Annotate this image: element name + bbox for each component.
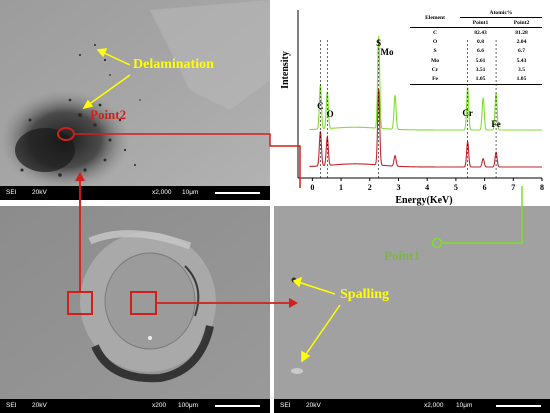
x-axis-label: Energy(KeV) — [395, 195, 452, 206]
magnification-label: x2,000 — [424, 402, 444, 409]
x-tick-label: 5 — [454, 183, 458, 192]
spectrum-line-point2 — [309, 89, 542, 168]
table-cell-p2: 2.04 — [516, 39, 527, 46]
table-cell-el: S — [433, 48, 437, 55]
scale-label: 10μm — [182, 189, 199, 196]
table-cell-el: Fe — [410, 74, 461, 85]
table-row: Fe 1.05 1.05 — [410, 74, 542, 85]
magnification-label: x200 — [152, 402, 167, 409]
table-cell-el: Cr — [431, 66, 439, 73]
table-cell-p2: 5.43 — [516, 57, 527, 64]
table-row: Mo 5.61 5.43 — [410, 56, 542, 65]
table-header-element: Element — [410, 8, 461, 29]
sem-image-spalling — [274, 206, 550, 413]
sem-panel-bottom-right: SEI 20kV x2,000 10μm — [274, 206, 550, 413]
scale-bar — [215, 405, 260, 407]
peak-label: Fe — [491, 119, 501, 129]
spalling-label: Spalling — [340, 287, 390, 302]
x-tick-label: 3 — [396, 183, 400, 192]
table-header-point2: Point2 — [501, 17, 542, 29]
scale-label: 100μm — [178, 402, 199, 409]
sem-panel-bottom-left: SEI 20kV x200 100μm — [0, 206, 270, 413]
table-cell-p2: 81.28 — [515, 29, 528, 36]
magnification-label: x2,000 — [152, 189, 172, 196]
peak-label: Cr — [462, 108, 473, 118]
peak-label: O — [327, 109, 334, 119]
detector-label: SEI — [280, 402, 291, 409]
table-cell-p1: 1.05 — [460, 74, 502, 85]
voltage-label: 20kV — [32, 189, 47, 196]
x-tick-label: 8 — [540, 183, 544, 192]
peak-label: S — [376, 38, 381, 48]
table-cell-p2: 6.7 — [518, 48, 525, 55]
detector-label: SEI — [6, 189, 17, 196]
voltage-label: 20kV — [32, 402, 47, 409]
peak-label: Mo — [380, 47, 393, 57]
peak-label: C — [317, 101, 324, 111]
sem-image-wear-track — [0, 206, 270, 413]
x-tick-label: 6 — [483, 183, 487, 192]
scale-label: 10μm — [456, 402, 473, 409]
x-tick-label: 1 — [339, 183, 343, 192]
table-row: C 82.43 81.28 — [410, 28, 542, 38]
sem-info-bar: SEI 20kV x2,000 10μm — [0, 186, 270, 200]
table-cell-p1: 5.61 — [475, 57, 486, 64]
table-cell-el: Mo — [430, 57, 440, 64]
table-cell-p2: 1.05 — [501, 74, 542, 85]
table-cell-el: C — [433, 29, 438, 36]
table-row: O 0.8 2.04 — [410, 38, 542, 47]
table-row: Cr 3.51 3.5 — [410, 65, 542, 74]
table-cell-p1: 6.6 — [477, 48, 485, 55]
spectrum-line-point1 — [309, 36, 542, 131]
sem-info-bar: SEI 20kV x2,000 10μm — [274, 399, 550, 413]
eds-spectrum-panel: Intensity Energy(KeV) 0 1 2 3 4 5 6 7 8 C O S Mo Cr Fe… — [274, 0, 550, 206]
atomic-percent-table: Element Atomic% Point1 Point2 C 82.43 81.2… — [410, 8, 542, 85]
table-cell-p1: 0.8 — [477, 39, 485, 46]
table-cell-p2: 3.5 — [518, 66, 525, 73]
scale-bar — [215, 192, 260, 194]
y-axis-label: Intensity — [280, 51, 291, 89]
x-tick-label: 4 — [425, 183, 429, 192]
table-cell-p1: 82.43 — [474, 29, 487, 36]
point1-label: Point1 — [384, 248, 421, 263]
scale-bar — [496, 405, 541, 407]
point2-label: Point2 — [90, 107, 127, 122]
sem-panel-top-left: SEI 20kV x2,000 10μm — [0, 0, 270, 200]
x-tick-label: 0 — [310, 183, 314, 192]
table-header-group: Atomic% — [460, 8, 542, 19]
sem-image-delamination — [0, 0, 270, 200]
voltage-label: 20kV — [306, 402, 321, 409]
table-header-point1: Point1 — [460, 17, 502, 29]
delamination-label: Delamination — [133, 57, 214, 72]
x-tick-label: 7 — [511, 183, 515, 192]
table-cell-p1: 3.51 — [475, 66, 486, 73]
x-tick-label: 2 — [368, 183, 372, 192]
table-row: S 6.6 6.7 — [410, 47, 542, 56]
table-cell-el: O — [432, 39, 438, 46]
detector-label: SEI — [6, 402, 17, 409]
sem-info-bar: SEI 20kV x200 100μm — [0, 399, 270, 413]
